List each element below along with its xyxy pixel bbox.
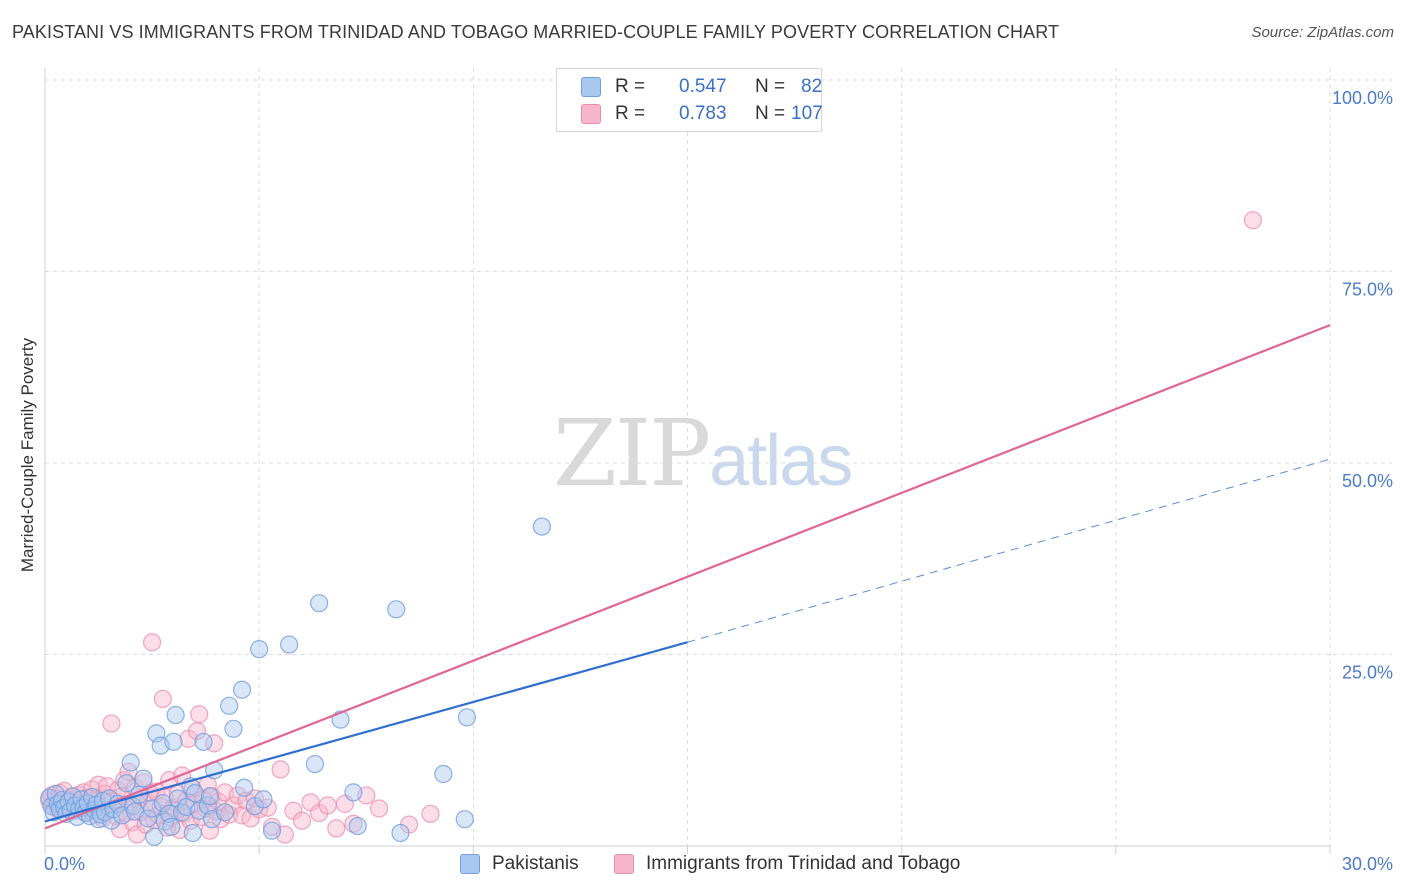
- pakistanis-legend-label: Pakistanis: [492, 853, 579, 874]
- y-tick-label: 75.0%: [1342, 280, 1393, 300]
- trinidad-point: [209, 792, 228, 811]
- pakistanis-point: [190, 801, 209, 820]
- legend-row-pakistanis: R = 0.547 N = 82: [581, 74, 822, 100]
- source-label: Source: ZipAtlas.com: [1251, 24, 1394, 41]
- pakistanis-point: [232, 680, 252, 699]
- pakistanis-point: [391, 823, 410, 843]
- pakistanis-point: [194, 732, 213, 751]
- pakistanis-point: [348, 816, 367, 836]
- trinidad-point: [327, 819, 346, 838]
- pakistanis-point: [117, 774, 136, 793]
- trinidad-point: [102, 714, 121, 733]
- pakistanis-point: [185, 784, 205, 803]
- trinidad-point: [1243, 211, 1263, 230]
- y-tick-label: 50.0%: [1342, 471, 1393, 491]
- axes: [44, 68, 1331, 854]
- pakistanis-legend-swatch: [460, 854, 480, 874]
- pakistanis-point: [200, 787, 220, 806]
- trinidad-point: [421, 804, 440, 823]
- trinidad-point: [271, 760, 290, 779]
- pakistanis-point: [455, 810, 474, 829]
- pakistanis-point: [121, 753, 140, 772]
- gridlines: [45, 68, 1392, 846]
- pakistanis-trend-line: [44, 641, 688, 823]
- watermark-atlas: atlas: [709, 421, 853, 501]
- trinidad-swatch: [581, 104, 601, 124]
- trinidad-trend-line: [44, 324, 1331, 830]
- trinidad-point: [153, 689, 172, 709]
- pakistanis-point: [254, 790, 273, 809]
- pakistanis-point: [138, 809, 157, 828]
- pakistanis-point: [280, 635, 299, 654]
- trinidad-point: [318, 796, 337, 815]
- pakistanis-point: [102, 811, 121, 830]
- legend-n-value: 107: [791, 103, 823, 124]
- trinidad-point: [190, 705, 209, 724]
- pakistanis-point: [215, 803, 234, 822]
- legend-r-value: 0.547: [679, 76, 727, 97]
- trinidad-legend-swatch: [614, 854, 634, 874]
- trinidad-legend-label: Immigrants from Trinidad and Tobago: [646, 853, 961, 874]
- correlation-legend: R = 0.547 N = 82 R = 0.783 N = 107: [556, 68, 823, 132]
- bottom-legend-pakistanis: Pakistanis: [460, 852, 579, 876]
- pakistanis-point: [532, 517, 551, 536]
- pakistanis-point: [145, 827, 164, 846]
- pakistanis-trend-extension: [687, 458, 1331, 643]
- watermark-zip: ZIP: [553, 400, 711, 507]
- tick-labels: 25.0% 50.0% 75.0% 100.0% 0.0% 30.0%: [44, 88, 1393, 874]
- pakistanis-point: [262, 821, 282, 840]
- legend-r-label: R =: [615, 103, 646, 124]
- pakistanis-point: [142, 799, 162, 818]
- pakistanis-point: [434, 764, 453, 784]
- pakistanis-point: [235, 778, 254, 797]
- bottom-legend-trinidad: Immigrants from Trinidad and Tobago: [614, 852, 960, 876]
- trinidad-point: [142, 633, 162, 652]
- y-tick-label: 25.0%: [1342, 663, 1393, 683]
- pakistanis-point: [220, 696, 239, 715]
- pakistanis-point: [344, 783, 363, 802]
- y-tick-label: 100.0%: [1332, 88, 1393, 108]
- pakistanis-point: [310, 594, 329, 613]
- trend-lines: [44, 324, 1331, 830]
- pakistanis-point: [183, 823, 202, 843]
- x-tick-label-max: 30.0%: [1342, 854, 1393, 874]
- legend-n-value: 82: [801, 76, 823, 97]
- pakistanis-point: [134, 769, 153, 788]
- pakistanis-point: [224, 719, 243, 738]
- pakistanis-points: [40, 517, 551, 846]
- legend-r-value: 0.783: [679, 103, 727, 124]
- legend-n-label: N =: [755, 76, 786, 97]
- trinidad-point: [292, 811, 312, 830]
- legend-row-trinidad: R = 0.783 N = 107: [581, 101, 823, 127]
- pakistanis-point: [305, 754, 324, 774]
- pakistanis-point: [387, 600, 406, 619]
- watermark: ZIPatlas: [553, 400, 853, 507]
- pakistanis-point: [164, 732, 183, 751]
- pakistanis-point: [166, 705, 185, 725]
- pakistanis-point: [250, 640, 269, 659]
- pakistanis-point: [162, 817, 181, 836]
- x-tick-label-min: 0.0%: [44, 854, 85, 874]
- trinidad-point: [370, 799, 389, 818]
- chart-title: PAKISTANI VS IMMIGRANTS FROM TRINIDAD AN…: [12, 22, 1060, 42]
- legend-n-label: N =: [755, 103, 786, 124]
- pakistanis-swatch: [581, 77, 601, 97]
- pakistanis-point: [457, 708, 477, 727]
- trinidad-points: [40, 211, 1263, 844]
- legend-r-label: R =: [615, 76, 646, 97]
